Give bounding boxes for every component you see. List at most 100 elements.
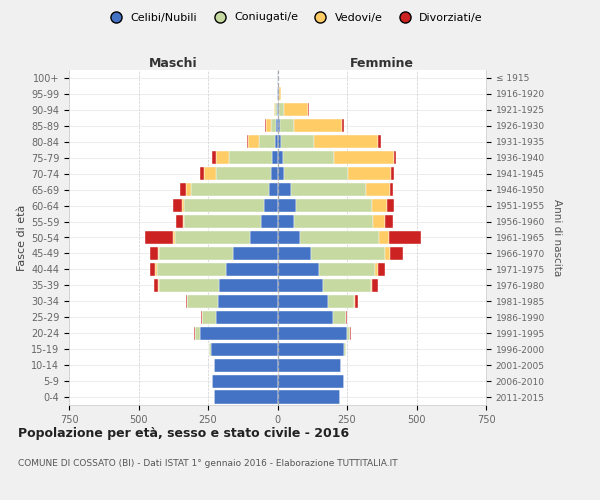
Bar [180,183,186,196]
Bar [219,279,277,292]
Bar [149,263,155,276]
Bar [182,199,184,212]
Bar [385,215,393,228]
Bar [217,310,277,324]
Bar [212,151,217,164]
Bar [217,167,271,180]
Bar [281,135,314,148]
Bar [389,231,421,244]
Bar [391,167,394,180]
Bar [334,151,394,164]
Bar [300,231,379,244]
Bar [311,247,385,260]
Bar [388,199,394,212]
Bar [277,279,323,292]
Bar [314,135,378,148]
Bar [211,342,277,355]
Bar [173,199,182,212]
Bar [173,231,175,244]
Bar [277,263,319,276]
Bar [176,215,183,228]
Bar [372,199,388,212]
Bar [394,151,397,164]
Bar [280,120,293,132]
Bar [149,247,158,260]
Bar [186,183,191,196]
Bar [274,104,275,117]
Bar [277,358,341,372]
Bar [377,263,385,276]
Bar [229,151,272,164]
Bar [277,135,281,148]
Bar [277,231,300,244]
Bar [160,247,233,260]
Bar [323,279,371,292]
Bar [269,183,277,196]
Bar [277,104,279,117]
Bar [271,120,276,132]
Bar [280,88,281,101]
Bar [347,326,350,340]
Bar [184,199,263,212]
Bar [375,263,377,276]
Bar [277,183,292,196]
Bar [233,247,277,260]
Bar [212,374,277,388]
Bar [277,247,311,260]
Bar [214,390,277,404]
Bar [272,151,277,164]
Bar [201,310,202,324]
Bar [218,295,277,308]
Bar [276,120,277,132]
Bar [390,183,393,196]
Text: COMUNE DI COSSATO (BI) - Dati ISTAT 1° gennaio 2016 - Elaborazione TUTTITALIA.IT: COMUNE DI COSSATO (BI) - Dati ISTAT 1° g… [18,459,398,468]
Bar [196,326,200,340]
Bar [248,135,259,148]
Text: Popolazione per età, sesso e stato civile - 2016: Popolazione per età, sesso e stato civil… [18,428,349,440]
Bar [371,279,372,292]
Bar [226,263,277,276]
Bar [175,231,250,244]
Bar [293,120,342,132]
Bar [277,199,296,212]
Bar [200,167,204,180]
Bar [275,135,277,148]
Bar [186,295,187,308]
Bar [187,295,218,308]
Bar [277,167,284,180]
Bar [346,310,347,324]
Bar [333,310,346,324]
Bar [277,215,294,228]
Bar [214,358,277,372]
Bar [261,215,277,228]
Bar [349,167,391,180]
Bar [160,279,219,292]
Bar [277,88,279,101]
Bar [350,326,351,340]
Bar [145,231,173,244]
Bar [296,199,372,212]
Bar [250,231,277,244]
Bar [277,310,333,324]
Bar [194,326,196,340]
Bar [204,167,217,180]
Bar [154,279,158,292]
Bar [277,151,283,164]
Bar [277,326,347,340]
Y-axis label: Anni di nascita: Anni di nascita [551,199,562,276]
Bar [155,263,157,276]
Bar [277,342,344,355]
Bar [319,263,375,276]
Bar [279,104,284,117]
Bar [308,104,310,117]
Text: Femmine: Femmine [350,57,414,70]
Bar [247,135,248,148]
Bar [284,167,349,180]
Bar [259,135,275,148]
Bar [202,310,217,324]
Bar [385,247,390,260]
Bar [390,247,403,260]
Bar [344,342,346,355]
Bar [158,247,160,260]
Bar [277,374,344,388]
